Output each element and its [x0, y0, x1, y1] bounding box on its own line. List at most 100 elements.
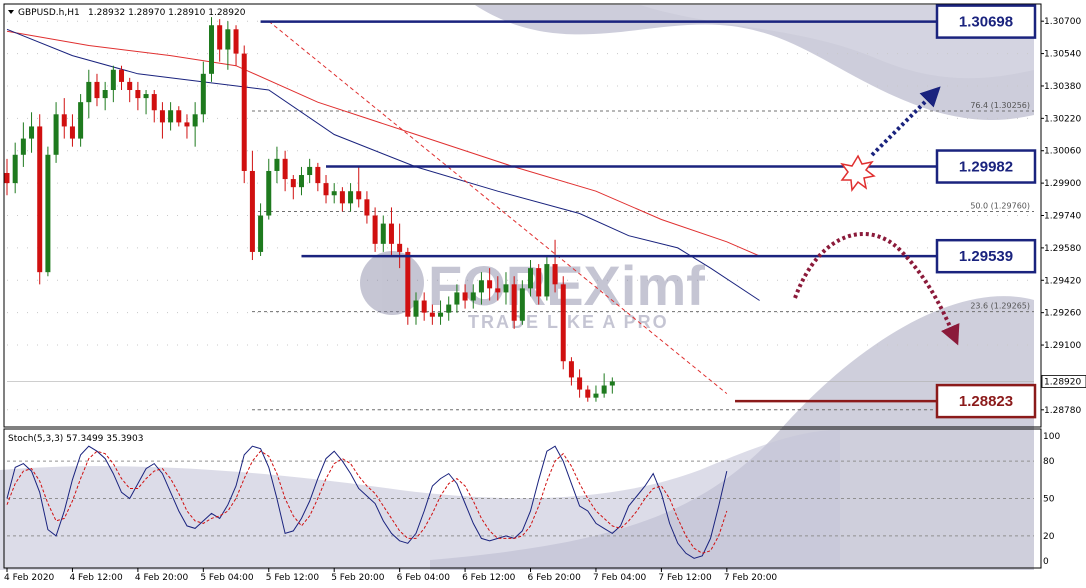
candle [127, 77, 133, 103]
osc-tick-label: 50 [1043, 495, 1055, 505]
osc-tick-label: 80 [1043, 457, 1055, 467]
y-tick-label: 1.30540 [1044, 50, 1081, 60]
candle [86, 69, 92, 119]
candle [53, 102, 59, 163]
candle [429, 304, 435, 325]
watermark: FOREXimf TRADE LIKE A PRO [360, 251, 705, 332]
candle [560, 276, 566, 370]
candle-body [151, 94, 157, 111]
y-tick-label: 1.30060 [1044, 147, 1081, 157]
x-tick-label: 5 Feb 12:00 [266, 573, 320, 583]
candle-body [282, 158, 288, 180]
stoch-main-line [6, 445, 728, 559]
candle [45, 146, 51, 277]
candle-body [53, 114, 59, 155]
x-tick-label: 7 Feb 04:00 [593, 573, 647, 583]
candle-body [397, 243, 403, 252]
candle-body [78, 102, 84, 139]
candle-body [585, 389, 591, 398]
candle-body [495, 288, 501, 293]
candle-body [405, 251, 411, 317]
candle-body [233, 29, 239, 54]
candle-body [536, 268, 542, 297]
y-tick-label: 1.30700 [1044, 17, 1081, 27]
candle-body [37, 126, 43, 273]
candle [233, 25, 239, 66]
level-label: 1.30698 [959, 14, 1013, 31]
candle [298, 166, 304, 196]
candle [544, 255, 550, 301]
candle-body [159, 110, 165, 123]
x-tick-label: 5 Feb 20:00 [331, 573, 385, 583]
candle [184, 114, 190, 139]
candle-body [176, 110, 182, 123]
candle [159, 102, 165, 139]
y-tick-label: 1.28780 [1044, 406, 1081, 416]
candle-body [577, 377, 583, 390]
x-tick-label: 7 Feb 12:00 [658, 573, 712, 583]
y-tick-label: 1.30220 [1044, 114, 1081, 124]
decor-top-band-inner [640, 5, 1034, 79]
y-tick-label: 1.29580 [1044, 244, 1081, 254]
candle-body [544, 264, 550, 297]
candle-body [315, 166, 321, 184]
candle-body [217, 25, 223, 50]
candle-body [119, 69, 125, 82]
candle [511, 276, 517, 329]
candle [331, 183, 337, 204]
candle [536, 264, 542, 305]
candle-body [249, 170, 255, 252]
down-trendline [268, 20, 728, 395]
candle-body [29, 126, 35, 139]
candle-body [593, 393, 599, 398]
candle [12, 142, 18, 194]
candle [609, 377, 615, 394]
candle [601, 373, 607, 398]
candle-body [12, 154, 18, 184]
candle-body [69, 126, 75, 139]
watermark-brand: FOREXimf [428, 254, 705, 317]
candle [61, 98, 67, 139]
y-tick-label: 1.29740 [1044, 212, 1081, 222]
background-decor [0, 5, 1034, 570]
candle [519, 280, 525, 325]
candle [249, 150, 255, 261]
candle-body [609, 381, 615, 386]
level-box [935, 238, 1037, 274]
candle [110, 65, 116, 103]
candle-body [274, 158, 280, 171]
candle-body [568, 361, 574, 378]
candle-body [519, 288, 525, 321]
annotations [793, 86, 960, 346]
candle-body [339, 191, 345, 204]
candle-body [209, 25, 214, 74]
candle-body [478, 280, 484, 293]
candle-body [102, 90, 108, 99]
current-price-box [1041, 375, 1086, 388]
candle-body [372, 215, 378, 244]
candle [217, 19, 223, 62]
level-label: 1.29982 [959, 159, 1013, 176]
candle-body [45, 154, 51, 273]
price-axis: 1.30700 1.30540 1.30380 1.30220 1.30060 1.299… [1041, 17, 1086, 416]
candle [94, 73, 100, 107]
level-label: 1.29539 [959, 248, 1013, 265]
candle [119, 65, 125, 91]
candle [241, 45, 247, 184]
candle-body [438, 312, 444, 317]
price-levels: 1.30698 1.29982 1.29539 1.28823 [260, 4, 1037, 419]
candle [462, 284, 468, 309]
x-tick-label: 5 Feb 04:00 [200, 573, 254, 583]
level-resistance: 1.29982 [326, 149, 1037, 184]
candle [209, 17, 214, 82]
level-resistance: 1.30698 [260, 4, 1037, 39]
candle [339, 187, 345, 212]
stoch-signal-line [6, 450, 728, 554]
x-tick-label: 4 Feb 20:00 [135, 573, 189, 583]
candle [151, 90, 157, 123]
candle-body [323, 183, 329, 196]
candle [380, 215, 386, 252]
candle [552, 239, 558, 293]
candle [200, 61, 206, 123]
